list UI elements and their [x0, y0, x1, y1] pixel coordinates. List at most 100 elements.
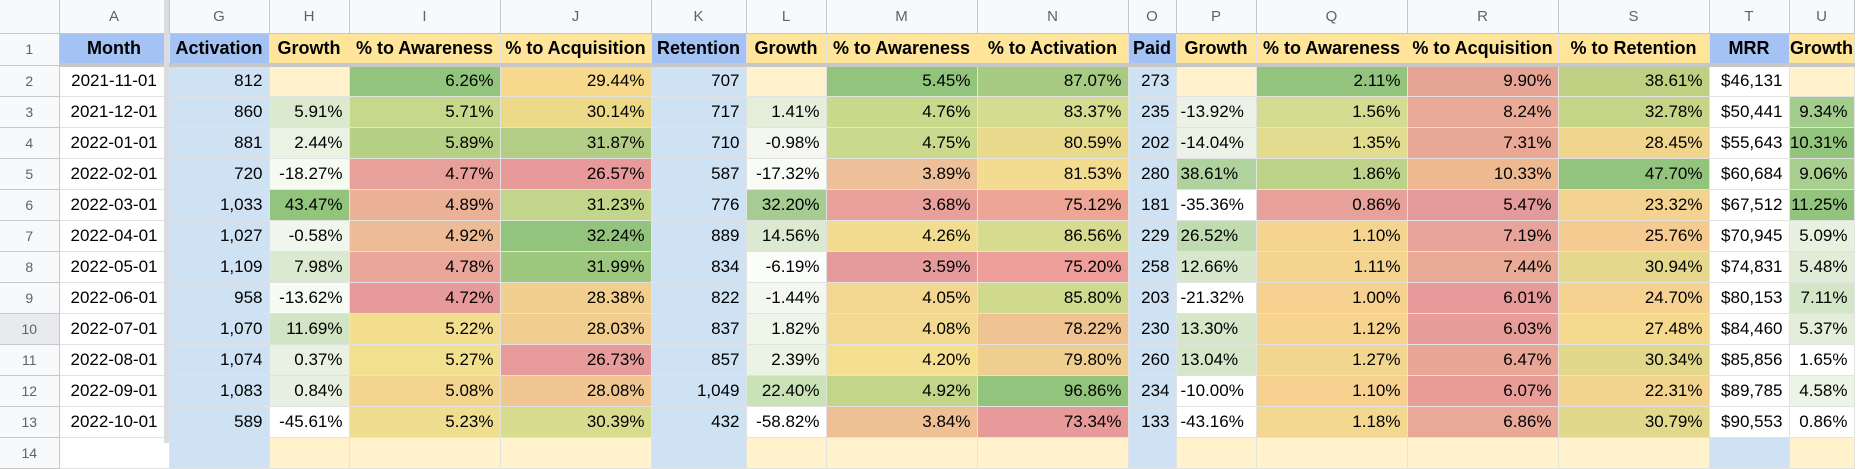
table-cell[interactable]: 5.08%: [349, 375, 501, 407]
table-cell[interactable]: -13.62%: [269, 282, 350, 314]
table-cell[interactable]: 5.71%: [349, 96, 501, 128]
header-cell[interactable]: % to Retention: [1558, 33, 1710, 67]
table-cell[interactable]: 860: [169, 96, 270, 128]
table-cell[interactable]: 2022-03-01: [59, 189, 170, 221]
table-cell[interactable]: 837: [651, 313, 747, 345]
header-cell[interactable]: Paid: [1128, 33, 1177, 67]
table-cell[interactable]: 133: [1128, 406, 1177, 438]
table-cell[interactable]: 10.33%: [1407, 158, 1559, 190]
table-cell[interactable]: 73.34%: [977, 406, 1129, 438]
column-header-r[interactable]: R: [1407, 0, 1559, 34]
table-cell[interactable]: 30.34%: [1558, 344, 1710, 376]
row-number[interactable]: 11: [0, 344, 60, 376]
table-cell[interactable]: 7.31%: [1407, 127, 1559, 159]
table-cell[interactable]: 6.07%: [1407, 375, 1559, 407]
table-cell[interactable]: $46,131: [1709, 65, 1790, 97]
table-cell[interactable]: 3.84%: [826, 406, 978, 438]
table-cell[interactable]: [1789, 65, 1855, 97]
table-cell[interactable]: 23.32%: [1558, 189, 1710, 221]
row-number[interactable]: 14: [0, 437, 60, 469]
table-cell[interactable]: 14.56%: [746, 220, 827, 252]
header-cell[interactable]: Growth: [746, 33, 827, 67]
table-cell[interactable]: 1,070: [169, 313, 270, 345]
table-cell[interactable]: 710: [651, 127, 747, 159]
table-cell[interactable]: $70,945: [1709, 220, 1790, 252]
table-cell[interactable]: 2.11%: [1256, 65, 1408, 97]
table-cell[interactable]: 2021-12-01: [59, 96, 170, 128]
table-cell[interactable]: 5.91%: [269, 96, 350, 128]
table-cell[interactable]: 38.61%: [1558, 65, 1710, 97]
table-cell[interactable]: 5.27%: [349, 344, 501, 376]
table-cell[interactable]: 26.57%: [500, 158, 652, 190]
table-cell[interactable]: 28.08%: [500, 375, 652, 407]
table-cell[interactable]: 1.65%: [1789, 344, 1855, 376]
table-cell[interactable]: 1,049: [651, 375, 747, 407]
table-cell[interactable]: [169, 437, 270, 469]
table-cell[interactable]: 889: [651, 220, 747, 252]
table-cell[interactable]: 229: [1128, 220, 1177, 252]
table-cell[interactable]: 28.38%: [500, 282, 652, 314]
table-cell[interactable]: 2022-07-01: [59, 313, 170, 345]
table-cell[interactable]: 4.76%: [826, 96, 978, 128]
column-header-p[interactable]: P: [1176, 0, 1257, 34]
header-cell[interactable]: % to Awareness: [826, 33, 978, 67]
table-cell[interactable]: 85.80%: [977, 282, 1129, 314]
table-cell[interactable]: 720: [169, 158, 270, 190]
select-all-corner[interactable]: [0, 0, 60, 34]
table-cell[interactable]: 38.61%: [1176, 158, 1257, 190]
table-cell[interactable]: $85,856: [1709, 344, 1790, 376]
table-cell[interactable]: 9.34%: [1789, 96, 1855, 128]
table-cell[interactable]: 7.44%: [1407, 251, 1559, 283]
table-cell[interactable]: 8.24%: [1407, 96, 1559, 128]
table-cell[interactable]: 13.30%: [1176, 313, 1257, 345]
table-cell[interactable]: 86.56%: [977, 220, 1129, 252]
table-cell[interactable]: 1,109: [169, 251, 270, 283]
table-cell[interactable]: 432: [651, 406, 747, 438]
table-cell[interactable]: 12.66%: [1176, 251, 1257, 283]
table-cell[interactable]: 0.86%: [1789, 406, 1855, 438]
table-cell[interactable]: [269, 65, 350, 97]
table-cell[interactable]: $80,153: [1709, 282, 1790, 314]
table-cell[interactable]: 1.56%: [1256, 96, 1408, 128]
table-cell[interactable]: 2022-06-01: [59, 282, 170, 314]
table-cell[interactable]: 707: [651, 65, 747, 97]
table-cell[interactable]: -43.16%: [1176, 406, 1257, 438]
table-cell[interactable]: 1.35%: [1256, 127, 1408, 159]
table-cell[interactable]: 4.92%: [826, 375, 978, 407]
table-cell[interactable]: [1407, 437, 1559, 469]
header-cell[interactable]: Growth: [1789, 33, 1855, 67]
column-header-g[interactable]: G: [169, 0, 270, 34]
table-cell[interactable]: 28.45%: [1558, 127, 1710, 159]
table-cell[interactable]: 3.89%: [826, 158, 978, 190]
table-cell[interactable]: 273: [1128, 65, 1177, 97]
column-header-m[interactable]: M: [826, 0, 978, 34]
table-cell[interactable]: [1176, 437, 1257, 469]
table-cell[interactable]: 7.19%: [1407, 220, 1559, 252]
table-cell[interactable]: 4.26%: [826, 220, 978, 252]
table-cell[interactable]: 258: [1128, 251, 1177, 283]
table-cell[interactable]: 4.58%: [1789, 375, 1855, 407]
table-cell[interactable]: 857: [651, 344, 747, 376]
header-cell[interactable]: % to Awareness: [1256, 33, 1408, 67]
row-number[interactable]: 3: [0, 96, 60, 128]
table-cell[interactable]: -0.58%: [269, 220, 350, 252]
table-cell[interactable]: 30.39%: [500, 406, 652, 438]
table-cell[interactable]: 834: [651, 251, 747, 283]
table-cell[interactable]: $74,831: [1709, 251, 1790, 283]
table-cell[interactable]: [977, 437, 1129, 469]
table-cell[interactable]: 30.94%: [1558, 251, 1710, 283]
row-number[interactable]: 12: [0, 375, 60, 407]
table-cell[interactable]: -35.36%: [1176, 189, 1257, 221]
column-header-i[interactable]: I: [349, 0, 501, 34]
table-cell[interactable]: 9.90%: [1407, 65, 1559, 97]
table-cell[interactable]: [1176, 65, 1257, 97]
table-cell[interactable]: 11.25%: [1789, 189, 1855, 221]
table-cell[interactable]: 31.23%: [500, 189, 652, 221]
table-cell[interactable]: 717: [651, 96, 747, 128]
table-cell[interactable]: 5.23%: [349, 406, 501, 438]
table-cell[interactable]: -17.32%: [746, 158, 827, 190]
table-cell[interactable]: 6.26%: [349, 65, 501, 97]
table-cell[interactable]: [746, 65, 827, 97]
table-cell[interactable]: 4.89%: [349, 189, 501, 221]
table-cell[interactable]: 202: [1128, 127, 1177, 159]
